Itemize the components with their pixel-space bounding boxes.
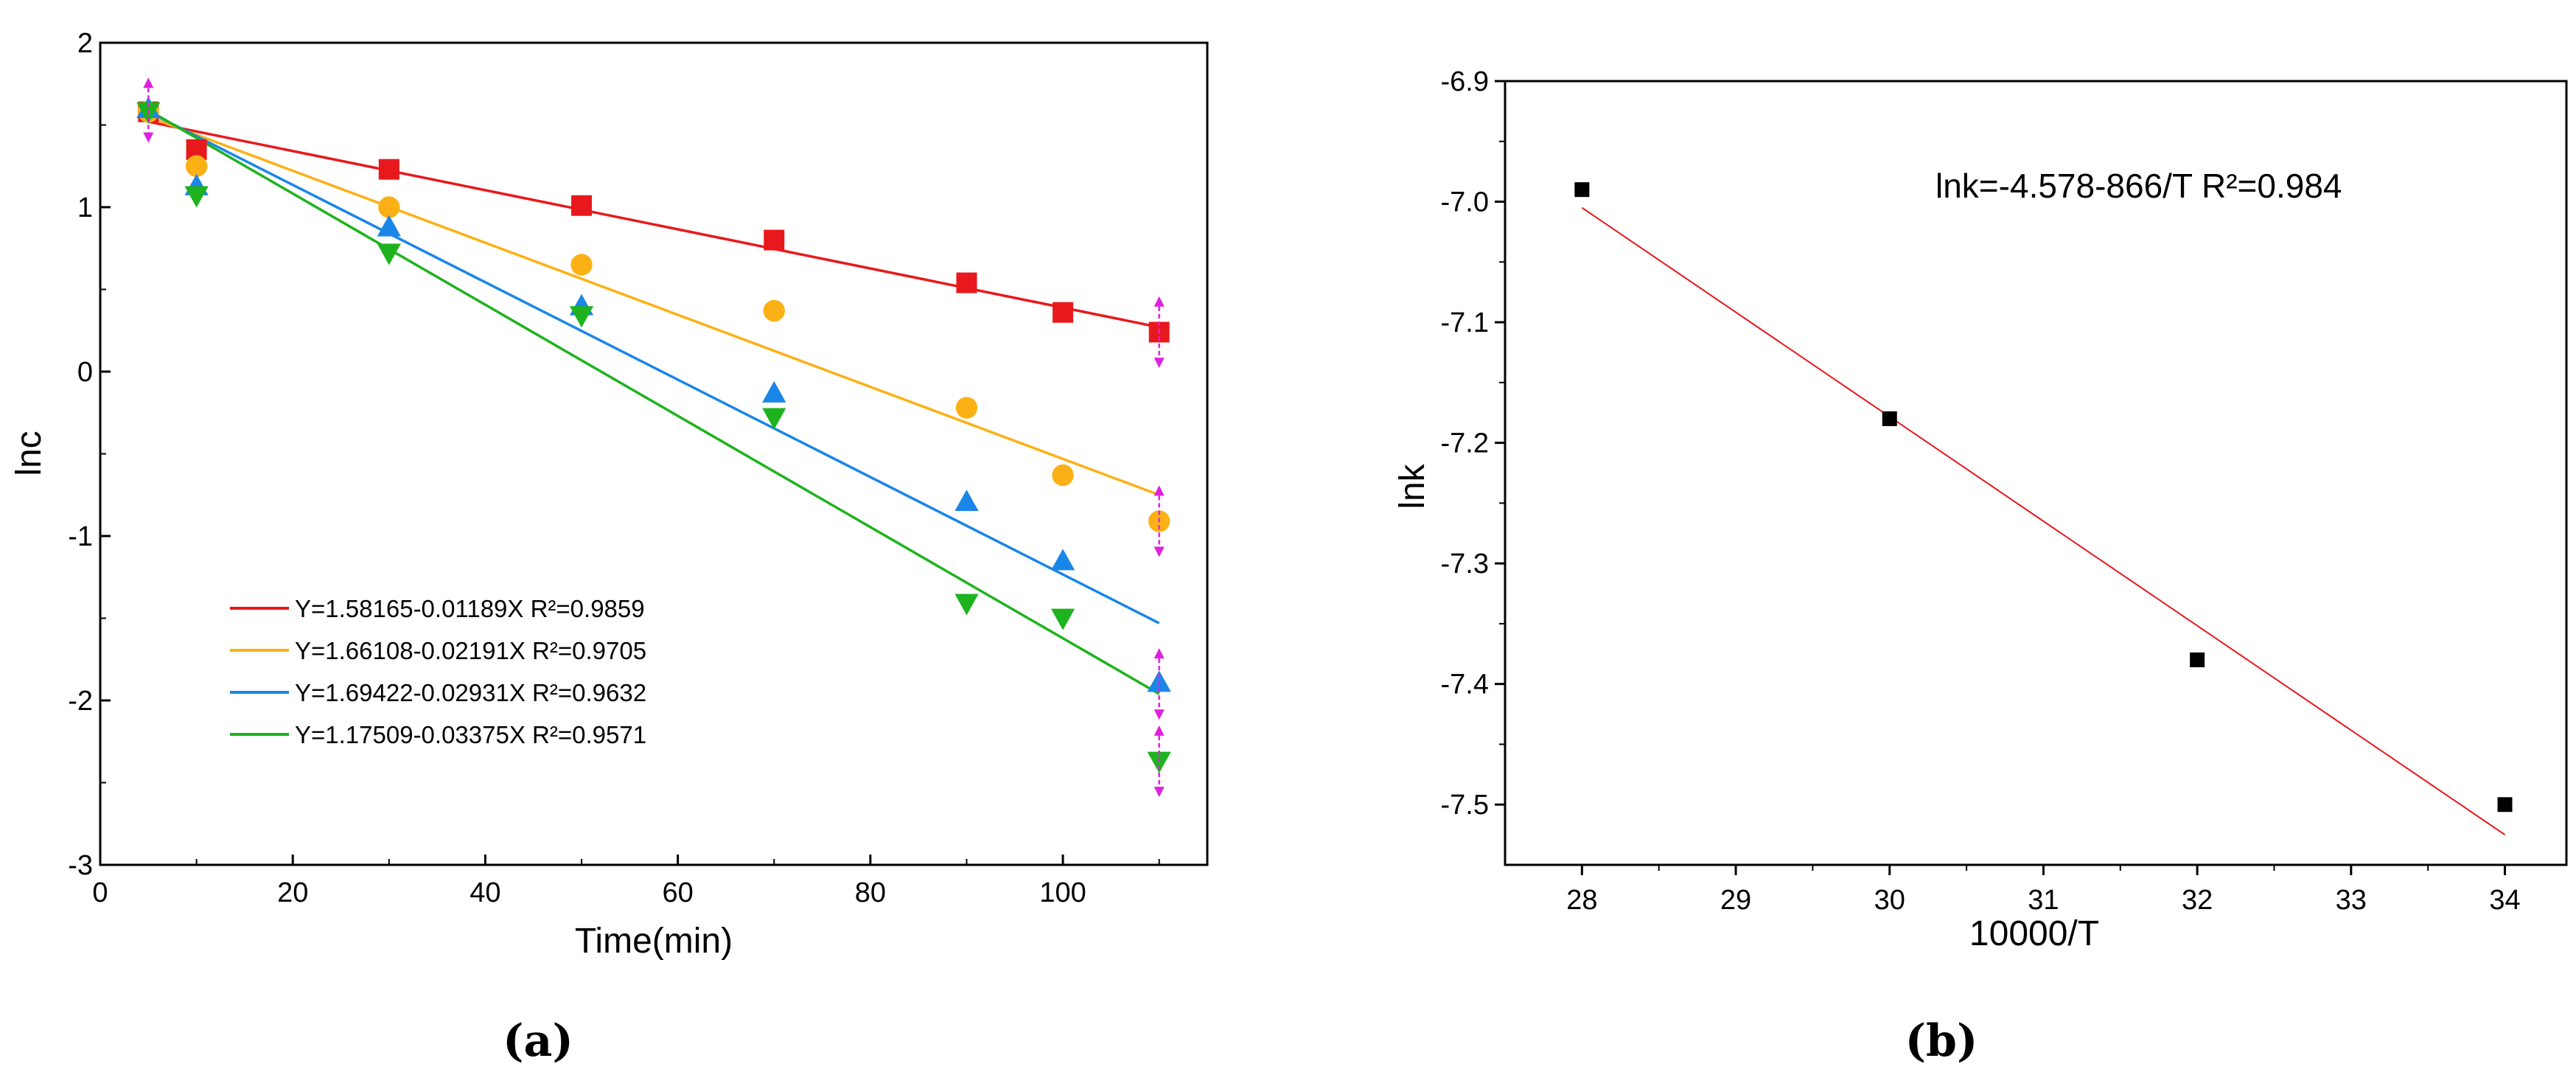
- x-tick-label-b: 31: [2028, 885, 2059, 916]
- data-point-series-1: [764, 229, 785, 251]
- data-point-series-4: [184, 186, 209, 208]
- data-point-series-2: [570, 254, 593, 276]
- data-point-series-4: [377, 243, 401, 265]
- fit-line-1: [147, 120, 1160, 329]
- legend-label-4: Y=1.17509-0.03375X R²=0.9571: [295, 721, 646, 748]
- x-tick-label-b: 30: [1874, 885, 1905, 916]
- chart-panel-b: -7.5 -7.4 -7.3 -7.2 -7.1 -7.0 -6.9 28 29 30 31 32 3…: [1393, 66, 2568, 1067]
- y-tick-label-b: -7.4: [1441, 669, 1489, 700]
- y-tick-label-b: -6.9: [1441, 66, 1489, 97]
- data-point-series-4: [762, 408, 786, 430]
- legend-label-3: Y=1.69422-0.02931X R²=0.9632: [295, 679, 646, 706]
- fit-line-4: [147, 108, 1160, 695]
- fit-line-2: [147, 115, 1160, 496]
- legend-a: Y=1.58165-0.01189X R²=0.9859 Y=1.66108-0.…: [230, 595, 646, 748]
- y-axis-title-b: lnk: [1393, 463, 1432, 509]
- error-cap-top: [1153, 725, 1165, 736]
- data-point-series-2: [763, 299, 785, 322]
- data-point-series-4: [569, 306, 594, 328]
- data-point-series-3: [377, 215, 401, 237]
- data-point-b: [1574, 182, 1590, 198]
- data-point-series-3: [1050, 549, 1075, 571]
- data-point-series-1: [571, 195, 593, 216]
- legend-label-2: Y=1.66108-0.02191X R²=0.9705: [295, 637, 646, 664]
- data-point-series-4: [1147, 751, 1171, 773]
- x-tick-label-a: 100: [1039, 877, 1086, 908]
- data-point-series-2: [185, 155, 208, 177]
- error-cap-top: [1153, 485, 1165, 496]
- x-tick-label-a: 20: [277, 877, 308, 908]
- data-point-series-3: [762, 380, 786, 403]
- y-tick-label-a: 1: [77, 192, 93, 223]
- x-tick-label-b: 29: [1720, 885, 1751, 916]
- x-tick-label-b: 34: [2489, 885, 2520, 916]
- error-cap-bottom: [1153, 709, 1165, 720]
- y-tick-label-a: 2: [77, 28, 93, 59]
- caption-a: (a): [503, 1015, 573, 1067]
- error-cap-bottom: [1153, 546, 1165, 557]
- y-axis-title-a: lnc: [10, 431, 49, 476]
- x-tick-label-b: 28: [1566, 885, 1597, 916]
- y-tick-label-a: -1: [68, 521, 93, 552]
- data-point-series-1: [1053, 302, 1074, 323]
- fit-line-3: [147, 111, 1160, 624]
- data-point-b: [2497, 797, 2513, 813]
- error-cap-top: [1153, 296, 1165, 307]
- annotation-b: lnk=-4.578-866/T R²=0.984: [1936, 167, 2342, 205]
- data-points-a: [136, 97, 1171, 773]
- data-point-series-2: [955, 397, 978, 419]
- y-tick-label-b: -7.3: [1441, 549, 1489, 580]
- fit-lines-b: [1581, 206, 2506, 835]
- data-point-b: [1882, 411, 1897, 426]
- plot-frame-a: [99, 41, 1209, 866]
- error-cap-bottom: [1153, 787, 1165, 798]
- data-point-series-4: [1050, 608, 1075, 630]
- x-axis-ticks-b: 28 29 30 31 32 33 34: [1566, 865, 2521, 916]
- chart-panel-a: -3 -2 -1 0 1 2 0 20 40 60 80 100 Y=1.58165-0.01189…: [10, 28, 1209, 1067]
- x-tick-label-a: 0: [92, 877, 108, 908]
- x-tick-label-b: 33: [2336, 885, 2367, 916]
- data-point-series-4: [954, 594, 979, 616]
- y-tick-label-b: -7.1: [1441, 307, 1489, 338]
- y-axis-ticks-a: -3 -2 -1 0 1 2: [68, 28, 111, 881]
- legend-label-1: Y=1.58165-0.01189X R²=0.9859: [295, 595, 645, 622]
- error-cap-top: [1153, 648, 1165, 659]
- error-cap-bottom: [143, 132, 154, 143]
- data-point-series-1: [956, 272, 977, 293]
- y-tick-label-b: -7.5: [1441, 790, 1489, 821]
- y-tick-label-a: 0: [77, 357, 93, 388]
- caption-b: (b): [1905, 1015, 1978, 1067]
- data-point-series-2: [1052, 464, 1074, 487]
- data-point-series-3: [954, 490, 979, 512]
- y-tick-label-a: -3: [68, 850, 93, 881]
- fit-lines-a: [147, 108, 1160, 695]
- x-tick-label-a: 80: [855, 877, 886, 908]
- error-bars-a: [143, 77, 1165, 798]
- x-tick-label-b: 32: [2182, 885, 2213, 916]
- error-cap-bottom: [1153, 358, 1165, 369]
- x-axis-title-a: Time(min): [575, 922, 733, 961]
- data-point-b: [2190, 652, 2205, 667]
- x-axis-title-b: 10000/T: [1969, 914, 2099, 953]
- x-tick-label-a: 40: [470, 877, 500, 908]
- y-tick-label-b: -7.2: [1441, 428, 1489, 459]
- x-axis-ticks-a: 0 20 40 60 80 100: [92, 855, 1160, 908]
- fit-line-b: [1581, 206, 2506, 835]
- data-point-series-2: [378, 196, 400, 218]
- x-tick-label-a: 60: [663, 877, 694, 908]
- y-tick-label-a: -2: [68, 686, 93, 717]
- data-points-b: [1574, 182, 2513, 813]
- error-cap-top: [143, 77, 154, 88]
- data-point-series-1: [378, 159, 399, 180]
- y-axis-ticks-b: -7.5 -7.4 -7.3 -7.2 -7.1 -7.0 -6.9: [1441, 66, 1505, 821]
- plot-frame-b: [1504, 80, 2568, 866]
- y-tick-label-b: -7.0: [1441, 187, 1489, 218]
